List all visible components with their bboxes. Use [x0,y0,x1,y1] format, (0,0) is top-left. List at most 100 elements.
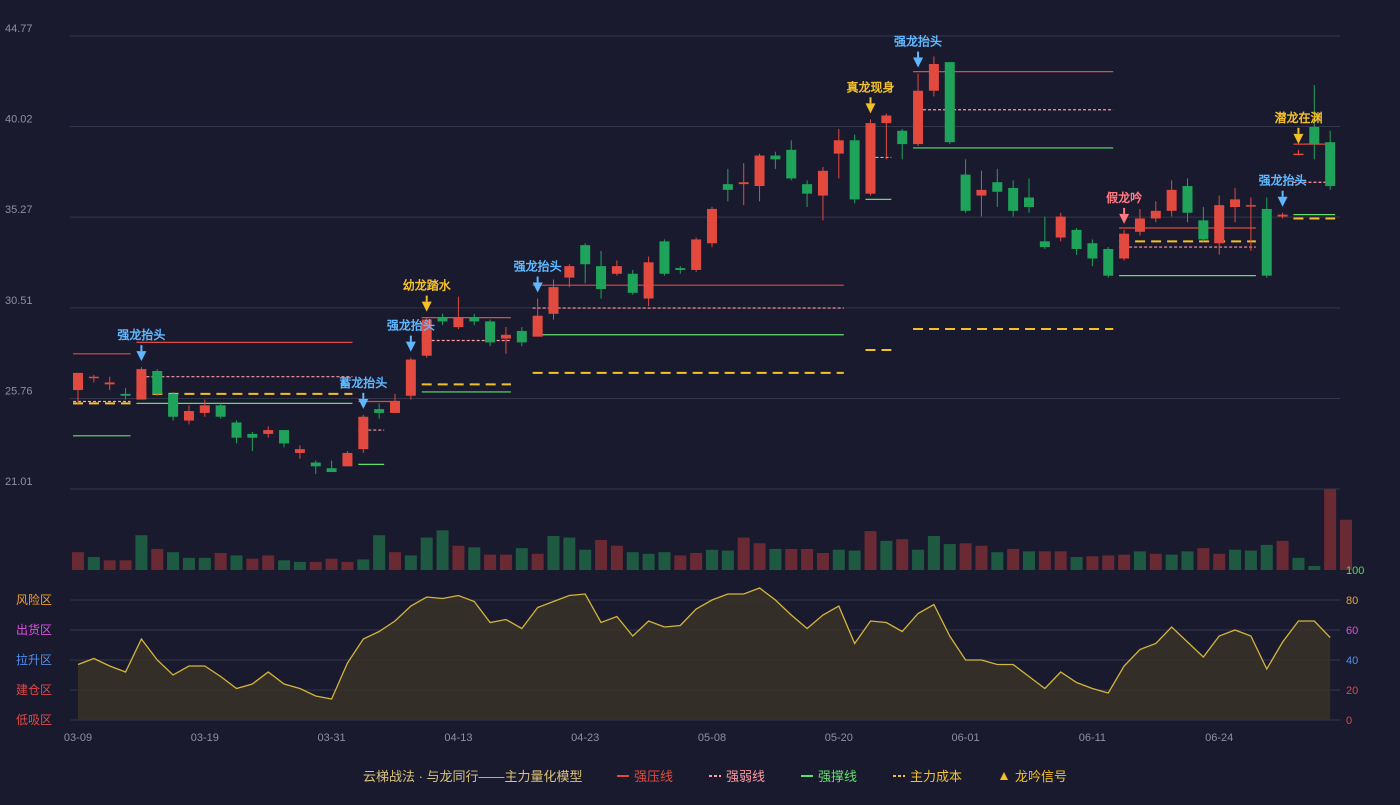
signal-marker: 真龙现身 [846,79,895,114]
candle-body [168,393,179,417]
volume-bar [357,559,370,570]
candle-body [960,174,971,211]
candle [675,266,686,274]
osc-tick-label: 20 [1346,685,1358,697]
candle-body [1166,189,1177,211]
candle-body [73,372,83,391]
volume-bar [389,552,401,570]
volume-bar [468,547,481,570]
x-tick-label: 04-23 [571,732,599,744]
volume-bar [499,554,512,570]
candle-body [786,149,797,179]
candle-body [580,245,591,265]
volume-bar [595,540,608,570]
candle-body [421,319,432,356]
candle-body [1245,205,1256,207]
candle-body [532,315,543,337]
candle-body [691,239,702,270]
volume-bar [484,554,497,570]
candle-body [1039,241,1050,248]
candle-body [294,449,305,453]
volume-bar [87,557,100,570]
signal-arrow-icon [421,301,432,312]
volume-bar [991,552,1004,570]
signal-arrow-icon [532,282,543,293]
volume-bar [753,543,766,570]
candle-body [865,123,876,194]
volume-bar [167,552,180,570]
signal-label: 幼龙踏水 [403,278,452,293]
volume-bar [1324,489,1337,570]
volume-bar [769,548,782,570]
candle [770,151,781,169]
candle-body [913,90,924,145]
signal-arrow-icon [1277,196,1288,207]
candle [390,393,400,413]
candle [865,119,876,196]
x-tick-label: 05-20 [825,732,853,744]
candle [833,128,844,179]
candle [152,369,163,396]
candle-body [817,170,828,196]
candle-body [136,369,147,400]
candle [485,319,496,347]
osc-tick-label: 40 [1346,655,1358,667]
volume-bar [214,552,227,570]
candle [104,376,115,391]
volume-bar [1133,551,1146,570]
signal-label: 强龙抬头 [1259,173,1307,188]
signal-label: 强龙抬头 [387,318,435,333]
volume-bar [927,535,940,570]
candle-body [564,266,575,278]
candle [73,372,83,406]
volume-bar [531,553,544,570]
volume-bar [1197,548,1210,570]
volume-bar [373,535,386,570]
candle [326,460,337,473]
legend-item: 强撑线 [801,769,857,784]
legend-item: 主力成本 [893,769,962,784]
signal-arrow-icon [405,341,416,352]
volume-bar [1276,540,1289,570]
candle [1182,178,1193,223]
volume-bar [848,550,861,570]
candle-body [120,393,131,396]
candle-body [897,130,908,145]
volume-bar [341,561,354,570]
candle [421,317,432,358]
volume-bar [1213,553,1226,570]
candle-body [152,370,163,394]
candle [199,399,210,417]
candle-body [405,359,416,396]
candle-body [358,416,369,450]
candle [596,250,607,299]
legend-item: 强弱线 [709,769,765,784]
candle [358,414,369,453]
volume-bar [579,549,592,570]
candle-body [849,140,860,200]
x-tick-label: 03-09 [64,732,92,744]
signal-arrow-icon [1119,213,1130,224]
volume-bar [737,537,750,570]
signal-label: 蓄龙抬头 [339,375,387,390]
candle [1166,180,1177,217]
oscillator-layer [77,587,1331,720]
candle [263,426,274,438]
candle-body [516,330,527,343]
candle-body [1055,216,1066,238]
candle-body [1214,205,1225,244]
volume-bar [452,545,465,570]
volume-bar [785,548,798,570]
candle-body [722,184,733,190]
volume-bar [610,545,623,570]
candle-body [944,62,955,143]
axis-layer: 44.77 40.02 35.27 30.51 25.76 21.01 风险区出货区拉升区建… [5,23,1364,744]
candle [1087,239,1098,267]
volume-bar [420,537,433,570]
candle [294,445,305,459]
candle-body [88,376,99,379]
legend-triangle-icon [1000,772,1008,780]
volume-bar [1149,553,1162,570]
volume-bar [626,552,639,570]
